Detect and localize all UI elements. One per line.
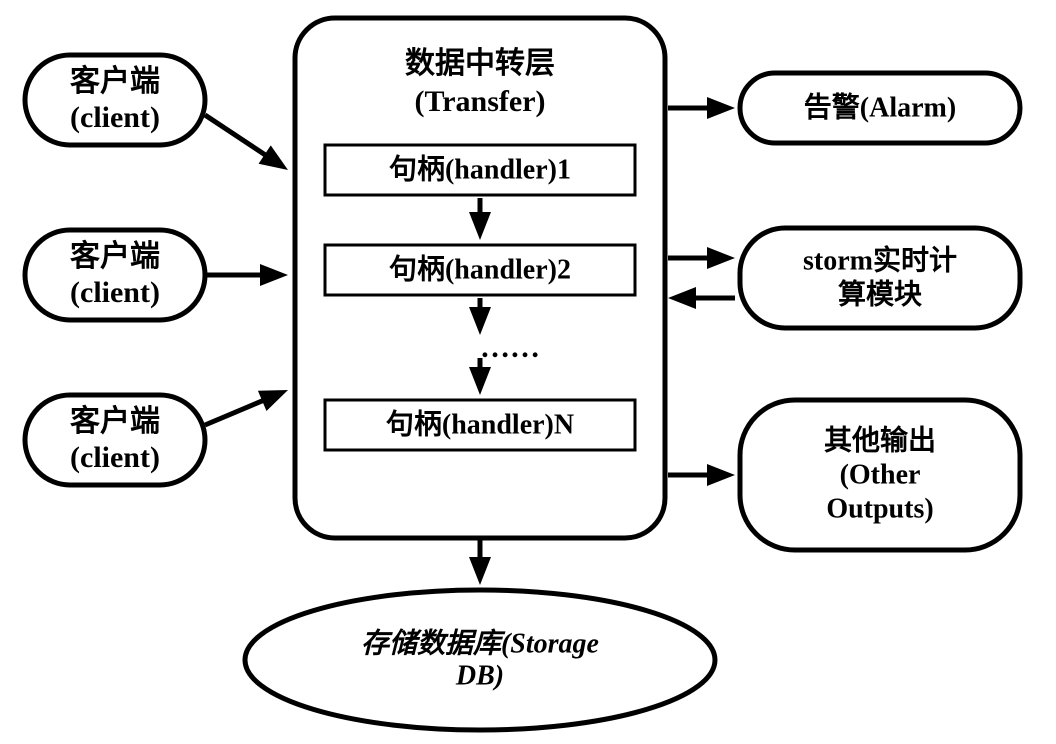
- client-label-zh: 客户端: [70, 239, 160, 273]
- output-label: 告警(Alarm): [804, 91, 956, 123]
- client-label-zh: 客户端: [70, 404, 160, 438]
- output-label: 算模块: [838, 277, 922, 310]
- handler-label: 句柄(handler)2: [389, 253, 571, 285]
- transfer-title-en: (Transfer): [414, 85, 545, 118]
- storage-label: 存储数据库(Storage: [361, 627, 599, 659]
- handler-label: 句柄(handler)1: [389, 153, 571, 185]
- output-label: Outputs): [826, 493, 933, 524]
- output-label: (Other: [840, 459, 921, 490]
- storage-label: DB): [455, 660, 504, 691]
- transfer-title-zh: 数据中转层: [405, 47, 555, 80]
- output-label: storm实时计: [803, 243, 957, 276]
- client-label-en: (client): [70, 101, 160, 134]
- client-label-en: (client): [70, 441, 160, 474]
- handler-ellipsis: ……: [480, 331, 540, 364]
- client-label-en: (client): [70, 276, 160, 309]
- client-label-zh: 客户端: [70, 64, 160, 98]
- output-label: 其他输出: [824, 423, 936, 456]
- handler-label: 句柄(handler)N: [386, 408, 574, 440]
